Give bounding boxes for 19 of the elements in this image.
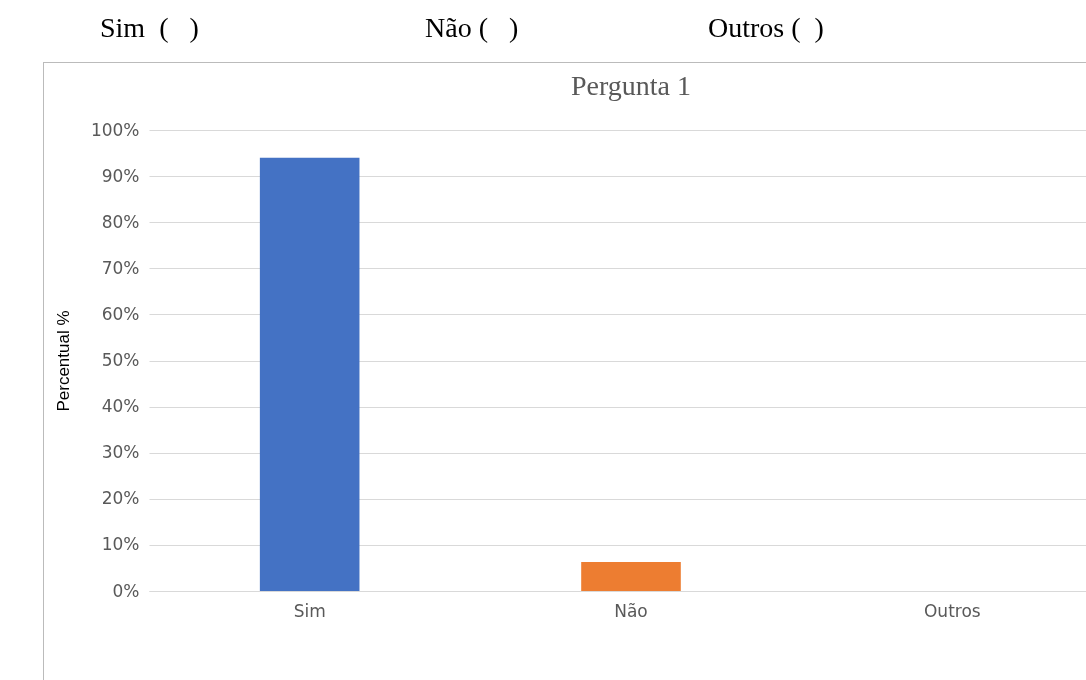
text: Outros ( ) (708, 12, 824, 44)
y-tick-label: 100% (90, 119, 140, 140)
chart-title: Pergunta 1 (570, 70, 692, 101)
y-tick-label: 50% (101, 350, 140, 370)
x-tick-label: Não (614, 600, 648, 621)
y-tick-label: 30% (101, 442, 140, 463)
y-tick-label: 0% (112, 580, 140, 601)
text: Não ( ) (425, 12, 519, 44)
y-axis-title: Percentual % (53, 310, 73, 412)
y-tick-label: 20% (101, 488, 140, 509)
y-tick-label: 10% (101, 534, 140, 555)
y-tick-label: 60% (101, 303, 140, 324)
x-tick-label: Outros (923, 600, 981, 621)
y-tick-label: 90% (101, 165, 140, 186)
text: Sim ( ) (100, 12, 199, 44)
x-tick-label: Sim (293, 600, 326, 621)
y-tick-label: 80% (101, 211, 140, 232)
y-tick-label: 40% (101, 396, 140, 417)
y-tick-label: 70% (101, 257, 140, 278)
